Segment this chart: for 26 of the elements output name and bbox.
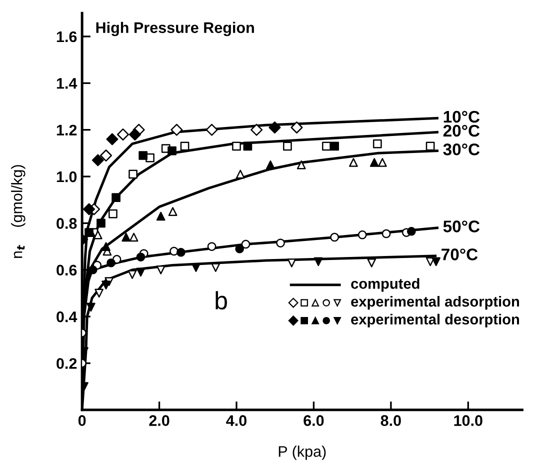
x-tick-label: 2.0 bbox=[149, 415, 170, 426]
y-tick-label: 0.2 bbox=[56, 358, 77, 369]
annotation: High Pressure Region bbox=[96, 22, 254, 36]
x-tick-label: 10.0 bbox=[454, 415, 482, 426]
x-tick-label: 4.0 bbox=[226, 415, 246, 426]
annotation: computed bbox=[351, 278, 420, 292]
x-axis-title: P (kpa) bbox=[278, 446, 326, 460]
annotation: experimental desorption bbox=[351, 314, 520, 328]
y-tick-label: 1.6 bbox=[56, 31, 77, 42]
y-tick-label: 0.6 bbox=[56, 264, 77, 276]
text: n$_{t}$ (gmol/kg) bbox=[11, 165, 26, 258]
x-tick-label: 8.0 bbox=[380, 415, 401, 426]
series-label: 30°C bbox=[443, 144, 480, 156]
y-tick-label: 1.0 bbox=[56, 171, 77, 182]
y-tick-label: 1.4 bbox=[56, 78, 78, 89]
y-tick-label: 0.4 bbox=[56, 311, 78, 322]
series-label: 20°C bbox=[443, 124, 480, 137]
annotation: b bbox=[216, 291, 227, 310]
y-tick-label: 1.2 bbox=[56, 124, 77, 136]
x-tick-label: 0 bbox=[78, 415, 86, 426]
series-label: 10°C bbox=[444, 110, 480, 123]
annotation: experimental adsorption bbox=[351, 296, 520, 310]
series-label: 70°C bbox=[442, 248, 478, 260]
series-label: 50°C bbox=[443, 220, 480, 232]
x-tick-label: 6.0 bbox=[304, 415, 324, 426]
y-tick-label: 0.8 bbox=[56, 218, 77, 229]
